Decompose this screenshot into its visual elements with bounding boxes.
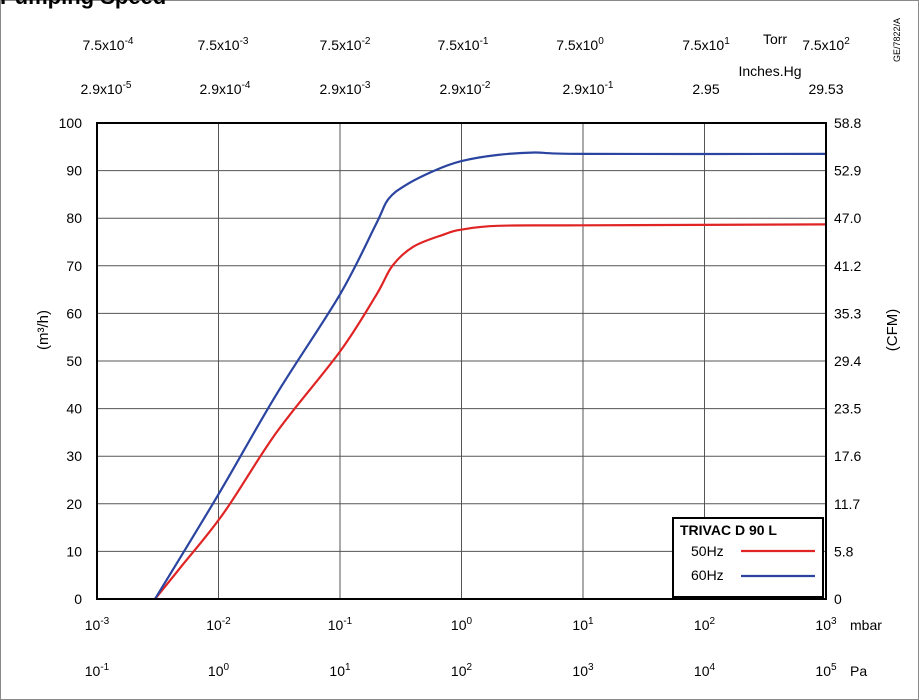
x-tick-label-mbar: 101: [572, 616, 594, 633]
inhg-tick-label: 2.95: [692, 81, 719, 97]
x-tick-label-mbar: 103: [815, 616, 837, 633]
x-tick-label-pa: 104: [694, 662, 716, 679]
x-tick-label-pa: 10-1: [85, 662, 110, 679]
torr-tick-label: 7.5x102: [802, 36, 850, 53]
torr-tick-label: 7.5x100: [556, 36, 604, 53]
inhg-tick-label: 2.9x10-1: [563, 80, 614, 97]
x-unit-pa: Pa: [850, 663, 867, 679]
series-line-50hz: [154, 223, 827, 600]
grid: [97, 123, 826, 599]
y-tick-label-left: 50: [66, 353, 82, 369]
y-tick-label-right: 17.6: [834, 448, 861, 464]
x-tick-label-mbar: 10-1: [328, 616, 353, 633]
x-tick-label-pa: 100: [208, 662, 230, 679]
legend: TRIVAC D 90 L 50Hz 60Hz: [672, 517, 824, 598]
y-tick-label-right: 29.4: [834, 353, 861, 369]
y-tick-label-right: 0: [834, 591, 842, 607]
y-tick-label-right: 58.8: [834, 115, 861, 131]
inhg-tick-label: 29.53: [808, 81, 843, 97]
y-tick-label-right: 41.2: [834, 258, 861, 274]
x-tick-label-mbar: 10-3: [85, 616, 110, 633]
x-tick-label-pa: 101: [329, 662, 351, 679]
x-unit-mbar: mbar: [850, 617, 882, 633]
legend-box: [672, 517, 824, 598]
x-tick-label-pa: 102: [451, 662, 473, 679]
y-tick-label-left: 60: [66, 305, 82, 321]
axis-labels: 0 10 20 30 40 50 60 70 80 90 100 0 5.8 11.7 17.6 23.5 29…: [35, 31, 901, 679]
inhg-tick-label: 2.9x10-4: [200, 80, 251, 97]
torr-tick-label: 7.5x10-3: [198, 36, 249, 53]
y-tick-label-left: 90: [66, 163, 82, 179]
y-axis-title-right: (CFM): [884, 309, 901, 351]
y-tick-label-right: 23.5: [834, 401, 861, 417]
legend-title: TRIVAC D 90 L: [680, 522, 777, 538]
y-axis-title-left: (m³/h): [35, 310, 52, 350]
x-tick-label-mbar: 100: [451, 616, 473, 633]
y-tick-label-left: 10: [66, 543, 82, 559]
y-tick-label-left: 0: [74, 591, 82, 607]
y-tick-label-right: 35.3: [834, 305, 861, 321]
y-tick-label-left: 40: [66, 401, 82, 417]
inhg-tick-label: 2.9x10-5: [81, 80, 132, 97]
x-tick-label-pa: 103: [572, 662, 594, 679]
torr-tick-label: 7.5x10-4: [83, 36, 134, 53]
y-tick-label-right: 52.9: [834, 163, 861, 179]
legend-label-60hz: 60Hz: [691, 567, 724, 583]
torr-tick-label: 7.5x10-1: [438, 36, 489, 53]
inhg-unit: Inches.Hg: [738, 63, 801, 79]
x-tick-label-mbar: 102: [694, 616, 716, 633]
y-tick-label-left: 20: [66, 496, 82, 512]
legend-label-50hz: 50Hz: [691, 543, 724, 559]
y-tick-label-right: 5.8: [834, 543, 854, 559]
y-tick-label-left: 80: [66, 210, 82, 226]
series-line-60hz: [154, 151, 827, 600]
plot-border: [96, 122, 827, 600]
torr-unit: Torr: [763, 31, 787, 47]
x-tick-label-mbar: 10-2: [206, 616, 231, 633]
torr-tick-label: 7.5x10-2: [320, 36, 371, 53]
y-tick-label-left: 100: [59, 115, 83, 131]
torr-tick-label: 7.5x101: [682, 36, 730, 53]
inhg-tick-label: 2.9x10-3: [320, 80, 371, 97]
y-tick-label-right: 47.0: [834, 210, 861, 226]
x-tick-label-pa: 105: [815, 662, 837, 679]
y-tick-label-left: 30: [66, 448, 82, 464]
y-tick-label-left: 70: [66, 258, 82, 274]
series: [154, 151, 827, 600]
inhg-tick-label: 2.9x10-2: [440, 80, 491, 97]
y-tick-label-right: 11.7: [834, 496, 860, 512]
page-title: Pumping Speed: [0, 0, 166, 10]
